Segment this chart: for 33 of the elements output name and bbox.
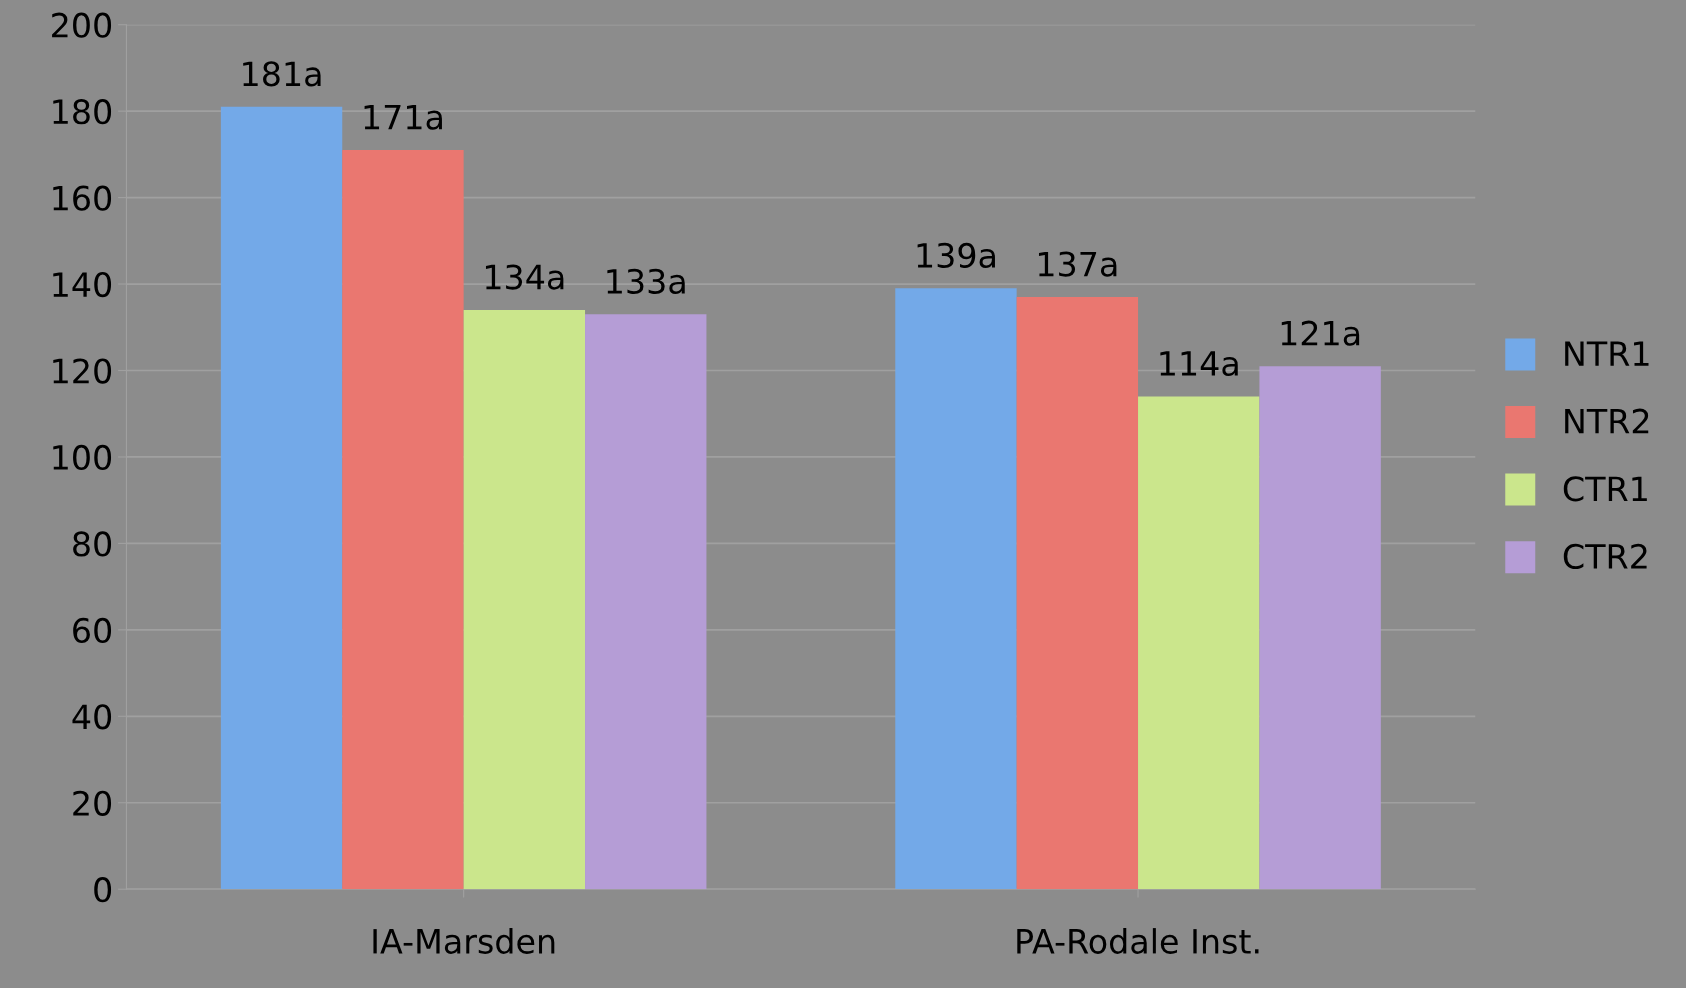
y-tick-label: 60 [73,617,112,643]
data-label: 133a [607,268,685,294]
x-tick-label: PA-Rodale Inst. [1017,928,1259,954]
bar [220,106,343,890]
legend-label: NTR2 [1565,408,1649,434]
data-label: 171a [364,104,442,130]
y-tick-label: 20 [73,790,112,816]
bar [1016,297,1139,890]
legend-label: CTR2 [1563,543,1647,570]
y-tick-label: 40 [72,704,112,730]
bar [895,288,1017,890]
y-tick-label: 200 [52,12,112,38]
legend-label: CTR1 [1563,476,1647,502]
y-tick-label: 120 [53,358,112,384]
bar [1259,366,1381,890]
x-tick-label: IA-Marsden [373,928,555,954]
y-tick-label: 100 [53,444,112,471]
legend-label: NTR1 [1565,341,1649,366]
data-label: 114a [1160,351,1238,377]
y-tick-label: 180 [53,99,112,125]
bar [585,314,707,890]
data-label: 139a [917,242,995,269]
bar [1138,396,1260,890]
data-label: 121a [1281,320,1360,346]
y-tick-label: 140 [53,271,112,298]
data-label: 134a [485,264,564,290]
data-label: 181a [243,61,321,87]
y-tick-label: 0 [94,877,112,903]
y-tick-label: 160 [53,185,112,211]
data-label: 137a [1038,251,1117,277]
bar [342,150,464,890]
bar [463,309,586,890]
y-tick-label: 80 [73,531,112,557]
